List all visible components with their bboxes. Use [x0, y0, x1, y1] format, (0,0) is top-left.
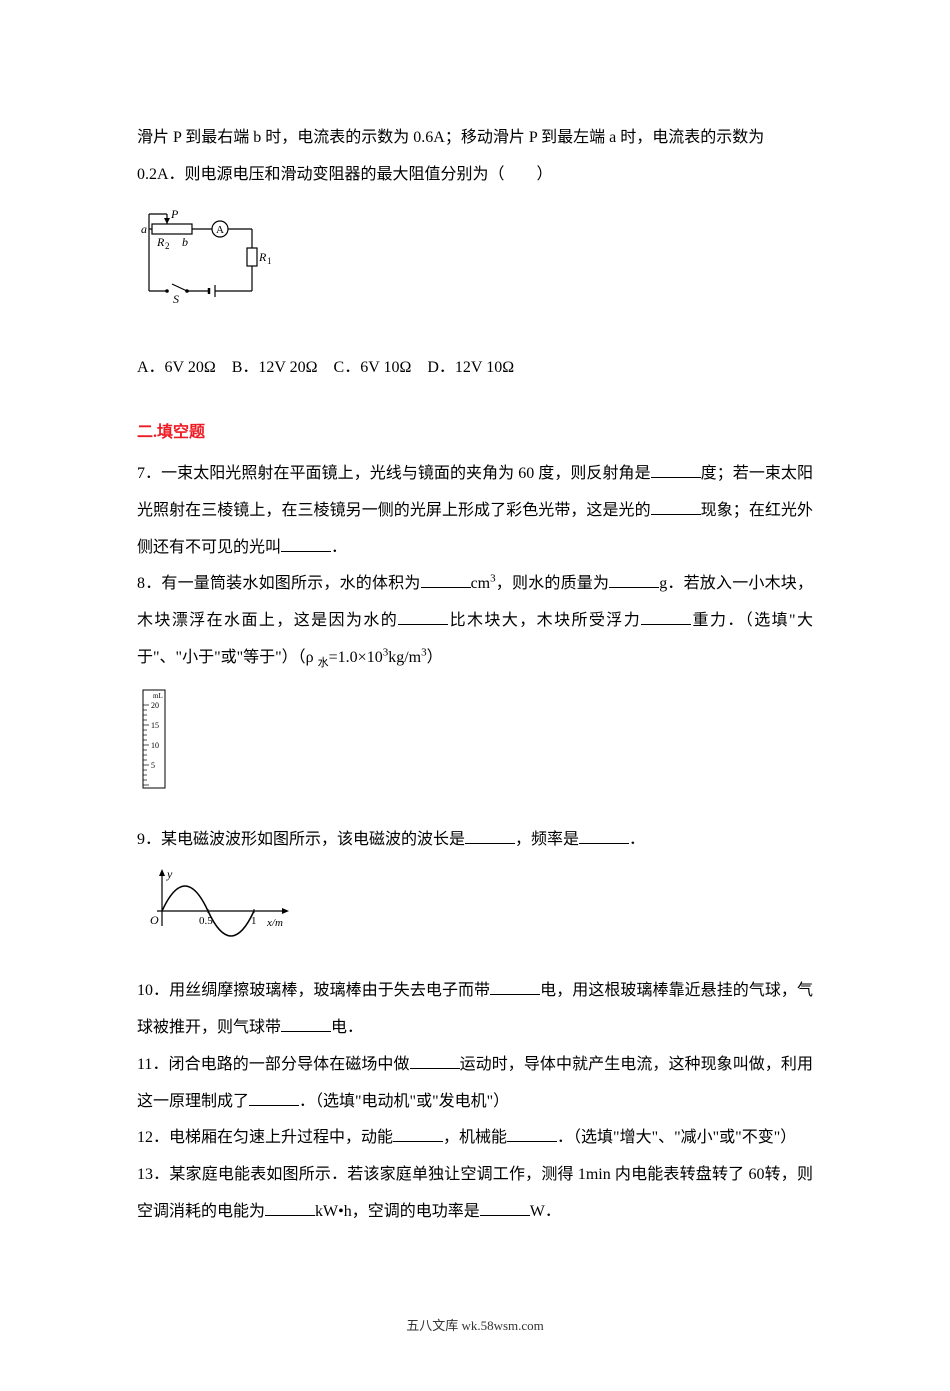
q10: 10．用丝绸摩擦玻璃棒，玻璃棒由于失去电子而带电，用这根玻璃棒靠近悬挂的气球，气…	[137, 973, 813, 1047]
q7-p4: ．	[331, 539, 347, 556]
blank	[579, 827, 629, 844]
q9-p2: ，频率是	[515, 831, 579, 848]
q-top-options: A．6V 20Ω B．12V 20Ω C．6V 10Ω D．12V 10Ω	[137, 350, 813, 387]
q8-p5: =1.0×10	[329, 649, 383, 666]
blank	[421, 571, 471, 588]
q10-p3: 电．	[331, 1019, 363, 1036]
label-a: a	[141, 222, 147, 236]
blank	[249, 1089, 299, 1106]
blank	[265, 1199, 315, 1216]
q10-p1: 10．用丝绸摩擦玻璃棒，玻璃棒由于失去电子而带	[137, 982, 490, 999]
q12: 12．电梯厢在匀速上升过程中，动能 ，机械能 ．（选填"增大"、"减小"或"不变"）	[137, 1120, 813, 1157]
q7-p1: 7．一束太阳光照射在平面镜上，光线与镜面的夹角为 60 度，则反射角是	[137, 465, 651, 482]
wave-x-label: x/m	[266, 917, 283, 929]
blank	[651, 498, 701, 515]
wave-tick2: 1	[251, 915, 257, 927]
q8: 8．有一量筒装水如图所示，水的体积为cm3，则水的质量为g．若放入一小木块，木块…	[137, 566, 813, 676]
blank	[398, 608, 448, 625]
wave-origin: O	[150, 913, 159, 927]
q8-p7: ）	[427, 649, 443, 666]
page-content: 滑片 P 到最右端 b 时，电流表的示数为 0.6A；移动滑片 P 到最左端 a…	[0, 0, 950, 1391]
q11-p3: ．（选填"电动机"或"发电机"）	[299, 1093, 509, 1110]
label-A: A	[216, 224, 224, 236]
q13: 13．某家庭电能表如图所示．若该家庭单独让空调工作，测得 1min 内电能表转盘…	[137, 1157, 813, 1231]
blank	[480, 1199, 530, 1216]
q8-unit1-pre: cm	[471, 575, 491, 592]
label-R1: R	[258, 250, 267, 264]
q7: 7．一束太阳光照射在平面镜上，光线与镜面的夹角为 60 度，则反射角是度；若一束…	[137, 456, 813, 566]
blank	[651, 461, 701, 478]
label-P: P	[170, 207, 179, 221]
q9-p3: ．	[629, 831, 645, 848]
blank	[609, 571, 659, 588]
q11: 11．闭合电路的一部分导体在磁场中做运动时，导体中就产生电流，这种现象叫做，利用…	[137, 1047, 813, 1121]
q12-p2: ，机械能	[443, 1129, 507, 1146]
label-S: S	[173, 292, 179, 306]
wave-y-label: y	[166, 867, 173, 881]
blank	[490, 978, 540, 995]
q13-p3: W．	[530, 1203, 561, 1220]
circuit-diagram: P a b R 2 A R 1	[137, 206, 272, 306]
q8-sub-water: 水	[318, 657, 329, 669]
wave-diagram: y x/m O 0.5 1	[137, 866, 813, 961]
q8-p2: ，则水的质量为	[496, 575, 610, 592]
q12-p1: 12．电梯厢在匀速上升过程中，动能	[137, 1129, 393, 1146]
q9-p1: 9．某电磁波波形如图所示，该电磁波的波长是	[137, 831, 465, 848]
q-top-line1: 滑片 P 到最右端 b 时，电流表的示数为 0.6A；移动滑片 P 到最左端 a…	[137, 120, 813, 157]
cylinder-diagram: mL 20 15	[137, 685, 813, 810]
cyl-mark-10: 10	[151, 741, 159, 750]
cyl-mark-20: 20	[151, 701, 159, 710]
blank	[410, 1052, 460, 1069]
label-R2-sub: 2	[165, 241, 170, 251]
q9: 9．某电磁波波形如图所示，该电磁波的波长是 ，频率是 ．	[137, 822, 813, 859]
q13-p2: kW•h，空调的电功率是	[315, 1203, 480, 1220]
wave-tick1: 0.5	[199, 915, 213, 927]
cyl-mark-5: 5	[151, 761, 155, 770]
q8-p6: kg/m	[388, 649, 421, 666]
footer: 五八文库 wk.58wsm.com	[137, 1311, 813, 1341]
q12-p3: ．（选填"增大"、"减小"或"不变"）	[557, 1129, 796, 1146]
q8-p3: 比木块大，木块所受浮力	[448, 612, 641, 629]
blank	[641, 608, 691, 625]
blank	[465, 827, 515, 844]
label-R2: R	[156, 235, 165, 249]
label-b: b	[182, 235, 188, 249]
cyl-top-label: mL	[153, 692, 163, 700]
label-R1-sub: 1	[267, 256, 272, 266]
blank	[507, 1125, 557, 1142]
blank	[281, 1015, 331, 1032]
cyl-mark-15: 15	[151, 721, 159, 730]
section-2-title: 二.填空题	[137, 415, 813, 452]
blank	[393, 1125, 443, 1142]
q8-p1: 8．有一量筒装水如图所示，水的体积为	[137, 575, 421, 592]
blank	[281, 535, 331, 552]
q11-p1: 11．闭合电路的一部分导体在磁场中做	[137, 1056, 410, 1073]
q-top-line2: 0.2A．则电源电压和滑动变阻器的最大阻值分别为（ ）	[137, 157, 813, 194]
